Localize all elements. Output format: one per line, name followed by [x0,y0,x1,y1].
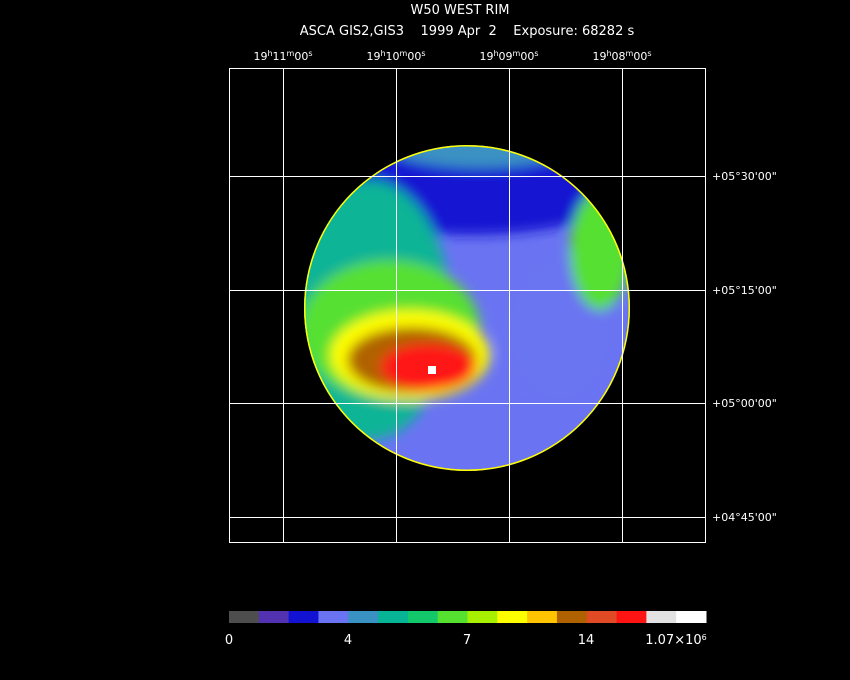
label-part: h [380,49,385,58]
plot-frame [229,68,706,543]
colorbar-swatch [467,611,498,623]
ra-tick-label: 19h11m00s [253,49,312,63]
colorbar-swatch [378,611,409,623]
colorbar-swatch [616,611,647,623]
colorbar-swatch [229,611,260,623]
colorbar-label: 0 [225,633,233,648]
dec-tick-label: +05°15'00" [712,284,777,297]
ra-tick-label: 19h08m00s [592,49,651,63]
colorbar-label: 4 [344,633,352,648]
dec-tick-label: +05°00'00" [712,397,777,410]
label-part: 6 [702,633,707,642]
label-part: 08 [612,50,626,63]
label-part: 19 [479,50,493,63]
label-part: 09 [499,50,513,63]
colorbar-swatch [646,611,677,623]
label-part: s [534,49,538,58]
label-part: m [626,49,634,58]
colorbar-label: 14 [578,633,595,648]
coordinate-grid [229,68,706,543]
label-part: 00 [407,50,421,63]
label-part: 19 [592,50,606,63]
label-part: h [606,49,611,58]
ra-tick-label: 19h10m00s [366,49,425,63]
label-part: 14 [578,633,595,648]
colorbar-swatch [437,611,468,623]
label-part: 00 [520,50,534,63]
colorbar-label: 7 [463,633,471,648]
colorbar-swatch [556,611,588,623]
colorbar-swatch [497,611,528,623]
label-part: 0 [225,633,233,648]
subtitle: ASCA GIS2,GIS3 1999 Apr 2 Exposure: 6828… [300,24,635,39]
title: W50 WEST RIM [410,3,509,18]
xray-image [304,145,630,471]
colorbar-swatch [527,611,558,623]
label-part: 00 [294,50,308,63]
label-part: 19 [253,50,267,63]
label-part: m [287,49,295,58]
label-part: m [400,49,408,58]
colorbar-label: 1.07×106 [645,633,706,648]
label-part: s [647,49,651,58]
colorbar-swatch [348,611,379,623]
label-part: 11 [273,50,287,63]
label-part: h [493,49,498,58]
label-part: 19 [366,50,380,63]
label-part: s [421,49,425,58]
colorbar-swatch [407,611,439,623]
label-part: 4 [344,633,352,648]
dec-tick-label: +05°30'00" [712,170,777,183]
label-part: 00 [633,50,647,63]
colorbar-swatch [288,611,319,623]
dec-tick-label: +04°45'00" [712,511,777,524]
ra-tick-label: 19h09m00s [479,49,538,63]
colorbar-swatch [318,611,349,623]
colorbar-swatch [258,611,290,623]
label-part: 1.07×10 [645,633,701,648]
label-part: s [308,49,312,58]
label-part: 10 [386,50,400,63]
label-part: m [513,49,521,58]
label-part: 7 [463,633,471,648]
label-part: h [267,49,272,58]
colorbar-swatch [586,611,618,623]
colorbar-swatch [676,611,707,623]
